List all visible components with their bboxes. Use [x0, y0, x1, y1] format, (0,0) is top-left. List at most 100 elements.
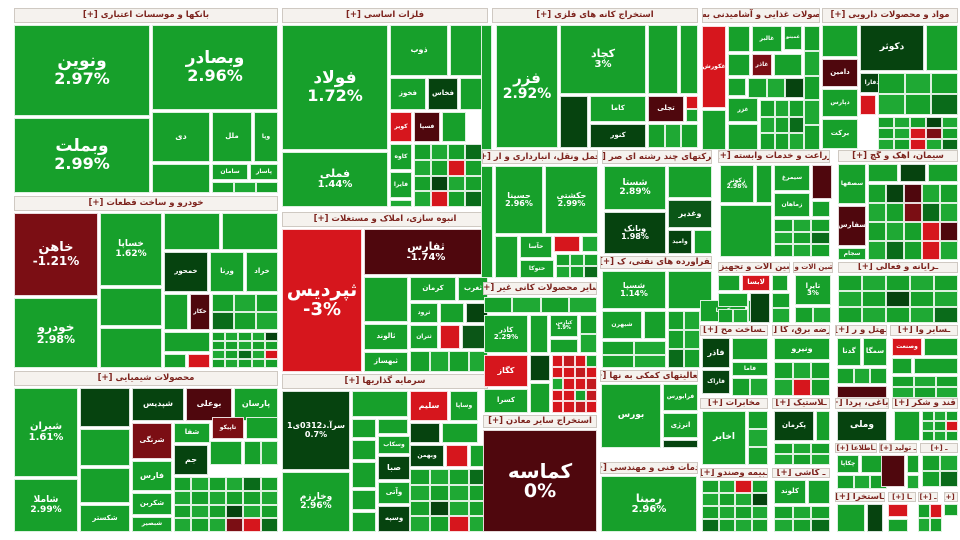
treemap-tile-multi-industry-وبانک[interactable]: وبانک 1.98%: [604, 212, 666, 254]
treemap-tile-insurance-small[interactable]: [718, 480, 735, 493]
treemap-tile-auto-small[interactable]: [256, 294, 278, 312]
treemap-tile-food-beverage-8[interactable]: [728, 78, 746, 96]
treemap-tile-chemicals-4[interactable]: [80, 468, 130, 503]
treemap-tile-food-beverage-غالبر[interactable]: غالبر: [752, 26, 782, 52]
treemap-tile-metal-ores-small[interactable]: [664, 124, 682, 148]
treemap-tile-agriculture-زکوثر[interactable]: زکوثر 2.98%: [720, 165, 754, 203]
treemap-tile-power-supply-small[interactable]: [811, 379, 830, 396]
treemap-tile-auto-خاهن[interactable]: خاهن -1.21%: [14, 213, 98, 296]
treemap-tile-banks-وبملت[interactable]: وبملت 2.99%: [14, 118, 150, 193]
treemap-tile-insurance-small[interactable]: [735, 506, 752, 519]
treemap-tile-chemicals-small[interactable]: [208, 518, 226, 532]
treemap-tile-insurance-small[interactable]: [718, 493, 735, 506]
treemap-tile-misc-3-small[interactable]: [930, 518, 942, 532]
treemap-tile-cement-small[interactable]: [940, 184, 958, 203]
sector-header-auto[interactable]: خودرو و ساخت قطعات [+]: [14, 196, 278, 211]
treemap-tile-machinery-2-small[interactable]: [813, 307, 831, 323]
treemap-tile-pharma-0[interactable]: [822, 25, 858, 57]
treemap-tile-metal-ores-کچاد[interactable]: کچاد 3%: [560, 25, 646, 94]
treemap-tile-auto-small[interactable]: [238, 332, 252, 341]
treemap-tile-misc-2-0[interactable]: [888, 504, 908, 517]
treemap-tile-investments-سرآ.د0312ی1[interactable]: سرآ.د0312ی1 0.7%: [282, 391, 350, 470]
treemap-tile-insurance-small[interactable]: [735, 493, 752, 506]
treemap-tile-food-beverage-7[interactable]: [774, 54, 802, 76]
treemap-tile-banks-ونوین[interactable]: ونوین 2.97%: [14, 25, 150, 116]
treemap-tile-banks-small[interactable]: [212, 182, 234, 193]
treemap-tile-computer-small[interactable]: [838, 307, 862, 323]
treemap-tile-other-minerals-small[interactable]: [585, 366, 597, 379]
treemap-tile-insurance-small[interactable]: [718, 519, 735, 532]
treemap-tile-real-estate-ثپردیس[interactable]: ثپردیس -3%: [282, 229, 362, 372]
treemap-tile-machinery-1-small[interactable]: [718, 309, 733, 323]
treemap-tile-cement-small[interactable]: [868, 222, 886, 241]
treemap-tile-other-financial-1[interactable]: [924, 338, 958, 356]
treemap-tile-food-beverage-small[interactable]: [789, 100, 804, 117]
treemap-tile-hotels-small[interactable]: [837, 368, 854, 384]
treemap-tile-agriculture-سیمرغ[interactable]: سیمرغ: [774, 165, 810, 191]
treemap-tile-oil-products-small[interactable]: [684, 311, 700, 330]
treemap-tile-metal-products-small[interactable]: [732, 378, 750, 396]
treemap-tile-cement-سجام[interactable]: سجام: [838, 248, 866, 260]
treemap-tile-agriculture-زماهان[interactable]: زماهان: [774, 193, 810, 217]
treemap-tile-chemicals-small[interactable]: [261, 441, 278, 465]
treemap-tile-food-beverage-small[interactable]: [804, 50, 820, 76]
treemap-tile-computer-small[interactable]: [934, 307, 958, 323]
treemap-tile-other-minerals-small[interactable]: [484, 297, 513, 313]
treemap-tile-pharma-small[interactable]: [942, 117, 958, 128]
treemap-tile-other-financial-وصنعت[interactable]: وصنعت: [892, 338, 922, 356]
treemap-tile-sugar-0[interactable]: [894, 411, 920, 441]
treemap-tile-auto-small[interactable]: [234, 294, 256, 312]
treemap-tile-other-minerals-small[interactable]: [552, 389, 564, 402]
treemap-tile-investments-small[interactable]: [449, 516, 469, 532]
treemap-tile-cement-small[interactable]: [940, 203, 958, 222]
sector-header-multi-industry[interactable]: ـشرکتهای چند رشته ای صر [+]: [602, 150, 712, 164]
treemap-tile-other-financial-2[interactable]: [892, 358, 912, 374]
treemap-tile-rubber-plastic-small[interactable]: [792, 443, 812, 454]
treemap-tile-real-estate-small[interactable]: [449, 351, 469, 372]
treemap-tile-chemicals-شرنگی[interactable]: شرنگی: [132, 423, 172, 459]
treemap-tile-food-beverage-small[interactable]: [789, 116, 804, 134]
sector-header-misc-3[interactable]: ـ [+]: [918, 492, 938, 502]
treemap-tile-produce-0[interactable]: [881, 455, 905, 487]
treemap-tile-real-estate-کرمان[interactable]: کرمان: [410, 277, 456, 301]
treemap-tile-transport-small[interactable]: [584, 254, 598, 266]
treemap-tile-auto-small[interactable]: [251, 341, 265, 350]
treemap-tile-basic-metals-3[interactable]: [450, 25, 482, 76]
treemap-tile-investments-وخارزم[interactable]: وخارزم 2.96%: [282, 472, 350, 532]
treemap-tile-metal-ores-small[interactable]: [648, 124, 665, 148]
treemap-tile-insurance-small[interactable]: [702, 506, 719, 519]
treemap-tile-auto-خساپا[interactable]: خساپا 1.62%: [100, 213, 162, 286]
treemap-tile-food-beverage-small[interactable]: [804, 125, 820, 150]
treemap-tile-agriculture-5[interactable]: [720, 205, 772, 257]
treemap-tile-hotels-2[interactable]: [837, 386, 887, 398]
treemap-tile-transport-5[interactable]: [554, 236, 580, 252]
treemap-tile-chemicals-شکستر[interactable]: شکستر: [80, 505, 130, 532]
treemap-tile-sugar-small[interactable]: [946, 411, 958, 421]
sector-header-coal-mining[interactable]: ـاستخرا [+]: [835, 492, 885, 502]
treemap-tile-pharma-small[interactable]: [926, 117, 942, 128]
treemap-tile-other-financial-3[interactable]: [914, 358, 958, 374]
treemap-tile-sugar-small[interactable]: [946, 431, 958, 441]
treemap-tile-metal-ores-2[interactable]: [560, 96, 588, 148]
treemap-tile-other-minerals-small[interactable]: [580, 315, 597, 334]
treemap-tile-insurance-small[interactable]: [702, 480, 719, 493]
sector-header-chemicals[interactable]: محصولات شیمیایی [+]: [14, 371, 278, 386]
treemap-tile-basic-metals-small[interactable]: [414, 144, 431, 160]
treemap-tile-pharma-برکت[interactable]: برکت: [822, 119, 858, 149]
treemap-tile-power-supply-ونیرو[interactable]: ونیرو: [774, 338, 830, 360]
treemap-tile-auto-small[interactable]: [264, 341, 278, 350]
sector-header-food-beverage[interactable]: ـ محصولات غذایی و آشامیدنی به [+]: [702, 8, 820, 23]
treemap-tile-transport-حسینا[interactable]: حسینا 2.96%: [495, 166, 543, 234]
treemap-tile-cement-small[interactable]: [886, 184, 904, 203]
treemap-tile-info-comm-چکاپا[interactable]: چکاپا: [837, 455, 859, 473]
treemap-tile-multi-industry-وغدیر[interactable]: وغدیر: [668, 200, 712, 228]
treemap-tile-chemicals-small[interactable]: [191, 518, 209, 532]
treemap-tile-chemicals-شاملا[interactable]: شاملا 2.99%: [14, 479, 78, 532]
treemap-tile-auto-10[interactable]: [164, 294, 188, 330]
treemap-tile-computer-small[interactable]: [862, 275, 886, 291]
treemap-tile-pharma-small[interactable]: [904, 94, 932, 115]
treemap-tile-food-beverage-small[interactable]: [789, 133, 804, 150]
treemap-tile-auto-ورنا[interactable]: ورنا: [210, 252, 244, 292]
treemap-tile-insurance-small[interactable]: [735, 480, 752, 493]
treemap-tile-pharma-small[interactable]: [894, 128, 910, 139]
